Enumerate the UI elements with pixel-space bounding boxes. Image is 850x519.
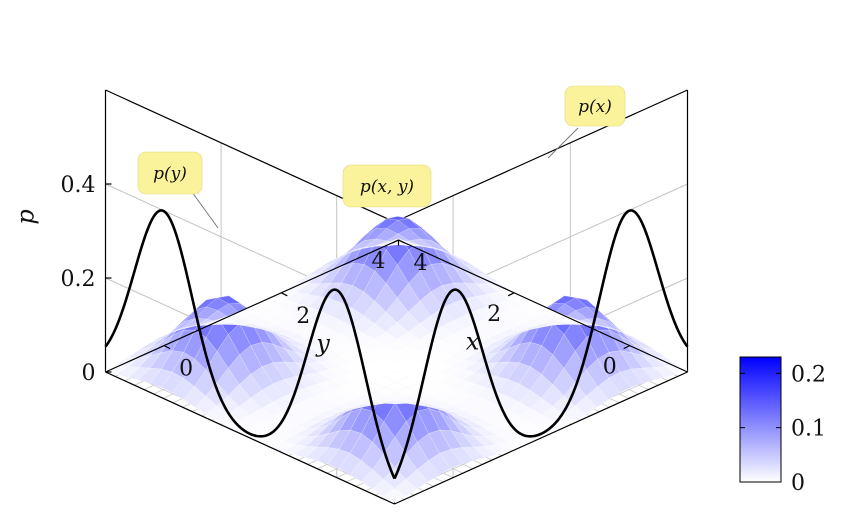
axis-labels: x y p bbox=[12, 209, 480, 357]
floor-back-left-edge bbox=[105, 371, 395, 505]
x-tick-label: 0 bbox=[603, 355, 617, 380]
annotation-label: p(x, y) bbox=[360, 177, 414, 197]
z-tick-label: 0.2 bbox=[61, 267, 96, 292]
colorbar-tick-label: 0.2 bbox=[791, 362, 826, 387]
surface-mesh bbox=[105, 216, 688, 503]
colorbar-gradient bbox=[739, 356, 782, 483]
z-tick-label: 0 bbox=[82, 361, 96, 386]
y-tick-label: 0 bbox=[179, 357, 193, 382]
marginal-curve-p-y bbox=[104, 209, 396, 480]
annotation-pin bbox=[547, 127, 579, 159]
x-tick-mark bbox=[623, 345, 630, 350]
annotation-box bbox=[342, 164, 432, 208]
y-tick-label: 2 bbox=[296, 304, 310, 329]
tick-labels: 0 2 4 0 2 4 0 0.2 0.4 bbox=[61, 173, 630, 386]
x-tick-mark bbox=[392, 239, 399, 244]
annotation-box bbox=[564, 85, 626, 127]
y-tick-mark bbox=[163, 345, 171, 350]
y-axis-label: y bbox=[315, 330, 330, 358]
floor-back-right-edge bbox=[394, 371, 688, 505]
annotation-label: p(x) bbox=[578, 97, 612, 117]
colorbar-tick-label: 0.1 bbox=[791, 417, 826, 442]
marginal-curves bbox=[104, 209, 689, 480]
annotations: p(y) p(x, y) p(x) bbox=[137, 85, 626, 229]
z-axis-label: p bbox=[12, 209, 40, 224]
wall-right-top-edge bbox=[394, 89, 688, 223]
annotation-box bbox=[137, 151, 203, 195]
z-tick-label: 0.4 bbox=[61, 173, 96, 198]
x-tick-label: 4 bbox=[372, 249, 386, 274]
annotation-pin bbox=[191, 191, 219, 229]
y-tick-mark bbox=[281, 292, 288, 297]
front-right-edge bbox=[398, 239, 688, 373]
y-tick-mark bbox=[398, 239, 405, 244]
annotation-label: p(y) bbox=[153, 164, 187, 184]
x-tick-mark bbox=[507, 292, 515, 297]
x-axis-label: x bbox=[466, 328, 480, 356]
x-tick-label: 2 bbox=[487, 302, 501, 327]
front-left-edge bbox=[105, 239, 399, 373]
colorbar-tick-label: 0 bbox=[791, 471, 805, 496]
colorbar: 0 0.1 0.2 bbox=[739, 356, 826, 496]
y-tick-label: 4 bbox=[414, 251, 428, 276]
front-frame bbox=[105, 239, 688, 505]
marginal-curve-p-x bbox=[393, 209, 689, 480]
